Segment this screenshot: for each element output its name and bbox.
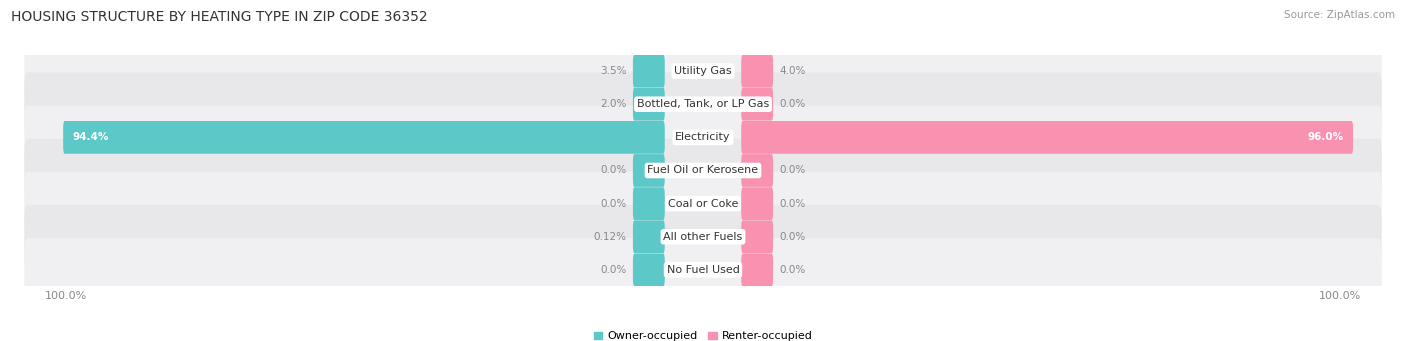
FancyBboxPatch shape	[24, 139, 1382, 202]
Text: 0.0%: 0.0%	[600, 265, 627, 275]
FancyBboxPatch shape	[24, 238, 1382, 302]
Text: 2.0%: 2.0%	[600, 99, 627, 109]
FancyBboxPatch shape	[741, 55, 773, 88]
Text: 0.0%: 0.0%	[600, 165, 627, 176]
FancyBboxPatch shape	[24, 106, 1382, 169]
FancyBboxPatch shape	[741, 154, 773, 187]
FancyBboxPatch shape	[741, 253, 773, 286]
FancyBboxPatch shape	[24, 39, 1382, 103]
Legend: Owner-occupied, Renter-occupied: Owner-occupied, Renter-occupied	[589, 327, 817, 341]
Text: Source: ZipAtlas.com: Source: ZipAtlas.com	[1284, 10, 1395, 20]
FancyBboxPatch shape	[741, 88, 773, 121]
Text: All other Fuels: All other Fuels	[664, 232, 742, 242]
Text: Electricity: Electricity	[675, 132, 731, 143]
Text: Coal or Coke: Coal or Coke	[668, 198, 738, 209]
Text: 0.0%: 0.0%	[779, 198, 806, 209]
Text: Utility Gas: Utility Gas	[675, 66, 731, 76]
Text: 96.0%: 96.0%	[1308, 132, 1344, 143]
FancyBboxPatch shape	[24, 172, 1382, 235]
FancyBboxPatch shape	[633, 220, 665, 253]
FancyBboxPatch shape	[633, 154, 665, 187]
Text: 0.0%: 0.0%	[779, 99, 806, 109]
Text: 3.5%: 3.5%	[600, 66, 627, 76]
Text: 0.0%: 0.0%	[600, 198, 627, 209]
FancyBboxPatch shape	[63, 121, 665, 154]
FancyBboxPatch shape	[633, 88, 665, 121]
FancyBboxPatch shape	[741, 220, 773, 253]
Text: Fuel Oil or Kerosene: Fuel Oil or Kerosene	[647, 165, 759, 176]
Text: No Fuel Used: No Fuel Used	[666, 265, 740, 275]
FancyBboxPatch shape	[633, 253, 665, 286]
FancyBboxPatch shape	[633, 55, 665, 88]
Text: 4.0%: 4.0%	[779, 66, 806, 76]
Text: HOUSING STRUCTURE BY HEATING TYPE IN ZIP CODE 36352: HOUSING STRUCTURE BY HEATING TYPE IN ZIP…	[11, 10, 427, 24]
Text: 94.4%: 94.4%	[73, 132, 110, 143]
Text: Bottled, Tank, or LP Gas: Bottled, Tank, or LP Gas	[637, 99, 769, 109]
Text: 0.12%: 0.12%	[593, 232, 627, 242]
FancyBboxPatch shape	[741, 187, 773, 220]
FancyBboxPatch shape	[633, 187, 665, 220]
Text: 0.0%: 0.0%	[779, 265, 806, 275]
FancyBboxPatch shape	[24, 72, 1382, 136]
FancyBboxPatch shape	[741, 121, 1353, 154]
Text: 0.0%: 0.0%	[779, 165, 806, 176]
FancyBboxPatch shape	[24, 205, 1382, 269]
Text: 0.0%: 0.0%	[779, 232, 806, 242]
